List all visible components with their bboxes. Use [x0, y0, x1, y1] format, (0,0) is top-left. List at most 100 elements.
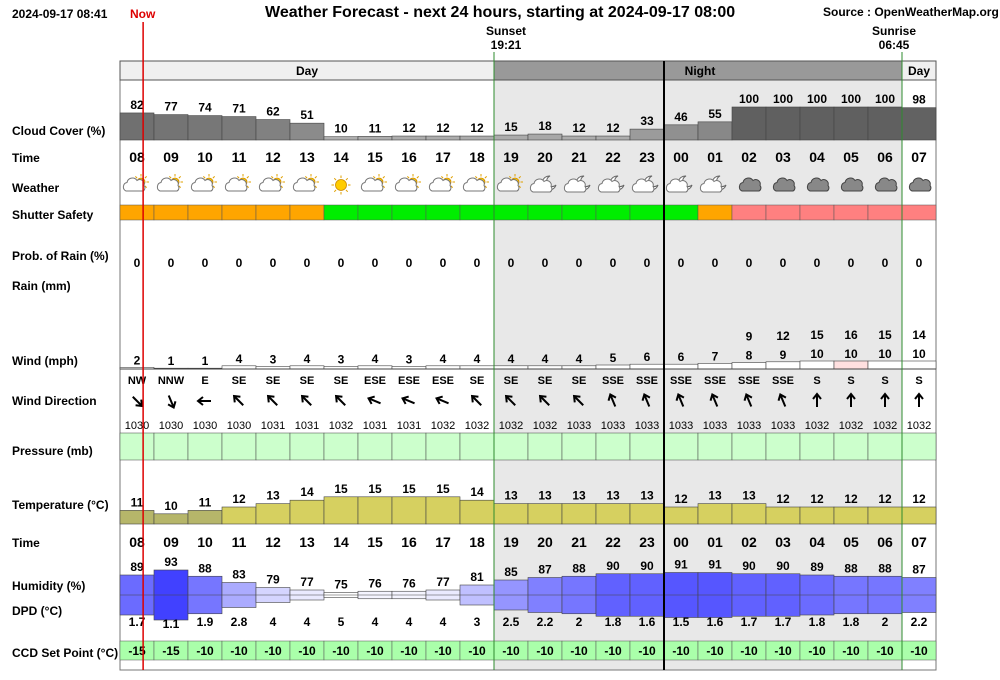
shutter-cell [357, 204, 393, 221]
cloud-bar [799, 106, 835, 141]
wind-arrow-icon [470, 394, 482, 406]
partly-cloudy-day-icon [394, 174, 421, 192]
cloud-bar [391, 135, 427, 141]
dpd-value: 2 [576, 615, 583, 629]
partly-cloudy-day-icon [462, 174, 489, 192]
wind-bar [765, 361, 801, 370]
cloud-shape [258, 177, 282, 192]
sun-ray [345, 189, 349, 193]
wind-speed-value: 4 [508, 352, 515, 366]
arrow-shaft [369, 397, 381, 405]
hour-label: 17 [435, 149, 451, 165]
ccd-value: -10 [434, 644, 452, 658]
cloud-value: 11 [369, 121, 382, 135]
rain-prob-value: 0 [610, 256, 617, 270]
arrow-shaft [167, 395, 175, 407]
pressure-value: 1033 [669, 420, 693, 432]
wind-arrow-icon [196, 396, 211, 406]
shutter-cell [561, 204, 597, 221]
humidity-value: 89 [130, 560, 144, 574]
pressure-bar [255, 432, 291, 461]
wind-direction-label: SE [266, 375, 281, 387]
temperature-bar [425, 496, 461, 525]
rain-prob-value: 0 [644, 256, 651, 270]
shutter-cell [493, 204, 529, 221]
hour-label: 13 [299, 149, 315, 165]
wind-arrow-icon [167, 395, 177, 409]
cloud-bar [323, 136, 359, 141]
wind-arrow-icon [709, 393, 719, 407]
partly-cloudy-day-icon [292, 174, 319, 192]
pressure-bar [527, 432, 563, 461]
sun-ray [333, 189, 337, 193]
rain-prob-value: 0 [542, 256, 549, 270]
temperature-value: 13 [266, 489, 280, 503]
arrow-head [777, 393, 787, 401]
cloud-bar [561, 135, 597, 141]
ccd-value: -10 [876, 644, 894, 658]
arrow-head [300, 394, 309, 403]
pressure-value: 1030 [125, 420, 149, 432]
humidity-value: 76 [402, 576, 416, 590]
wind-arrow-icon [266, 394, 278, 406]
cloud-shape [190, 177, 214, 192]
wind-bar [867, 360, 903, 370]
cloud-bar [357, 136, 393, 141]
partly-cloudy-day-icon [156, 174, 183, 192]
cloud-value: 12 [572, 121, 586, 135]
cloud-shape [597, 178, 621, 193]
dpd-value: 2.2 [537, 615, 554, 629]
hour-label: 08 [129, 149, 145, 165]
pressure-value: 1033 [703, 420, 727, 432]
wind-direction-label: SE [538, 375, 553, 387]
arrow-shaft [677, 395, 685, 407]
wind-arrow-icon [232, 394, 244, 406]
hour-label-2: 12 [265, 534, 281, 550]
dpd-value: 3 [474, 615, 481, 629]
wind-arrow-icon [401, 395, 415, 405]
hour-label: 06 [877, 149, 893, 165]
pressure-bar [459, 432, 495, 461]
temperature-bar [323, 496, 359, 525]
ccd-value: -10 [366, 644, 384, 658]
rain-prob-value: 0 [712, 256, 719, 270]
dpd-value: 2.5 [503, 615, 520, 629]
sun-ray [333, 177, 337, 181]
hour-label-2: 04 [809, 534, 825, 550]
dpd-value: 1.1 [163, 617, 180, 631]
partly-cloudy-night-icon [563, 175, 591, 193]
wind-direction-label: ESE [364, 375, 386, 387]
sun-ray [212, 185, 216, 189]
wind-speed-value: 7 [712, 349, 719, 363]
wind-bar [901, 360, 937, 370]
sunset-label: Sunset [486, 24, 527, 38]
wind-direction-label: SSE [602, 375, 624, 387]
wind-arrow-icon [846, 392, 856, 407]
arrow-head [812, 392, 822, 400]
temperature-value: 12 [878, 492, 892, 506]
temperature-bar [799, 506, 835, 525]
rain-prob-value: 0 [916, 256, 923, 270]
wind-speed-value: 2 [134, 353, 141, 367]
shutter-cell [119, 204, 155, 221]
ccd-value: -10 [706, 644, 724, 658]
temperature-bar [221, 506, 257, 525]
hour-label-2: 11 [232, 534, 247, 550]
cloud-bar [663, 124, 699, 141]
cloud-value: 33 [640, 114, 654, 128]
ccd-value: -10 [740, 644, 758, 658]
arrow-head [709, 393, 719, 401]
arrow-head [334, 394, 343, 403]
pressure-bar [323, 432, 359, 461]
temperature-bar [391, 496, 427, 525]
arrow-head [135, 399, 144, 408]
hour-label-2: 10 [197, 534, 213, 550]
sun-ray [518, 185, 522, 189]
rain-prob-value: 0 [678, 256, 685, 270]
pressure-bar [119, 432, 155, 461]
pressure-value: 1030 [159, 420, 183, 432]
sun-ray [178, 175, 182, 179]
wind-arrow-icon [572, 394, 584, 406]
row-label-dpd: DPD (°C) [12, 604, 62, 618]
pressure-value: 1033 [737, 420, 761, 432]
